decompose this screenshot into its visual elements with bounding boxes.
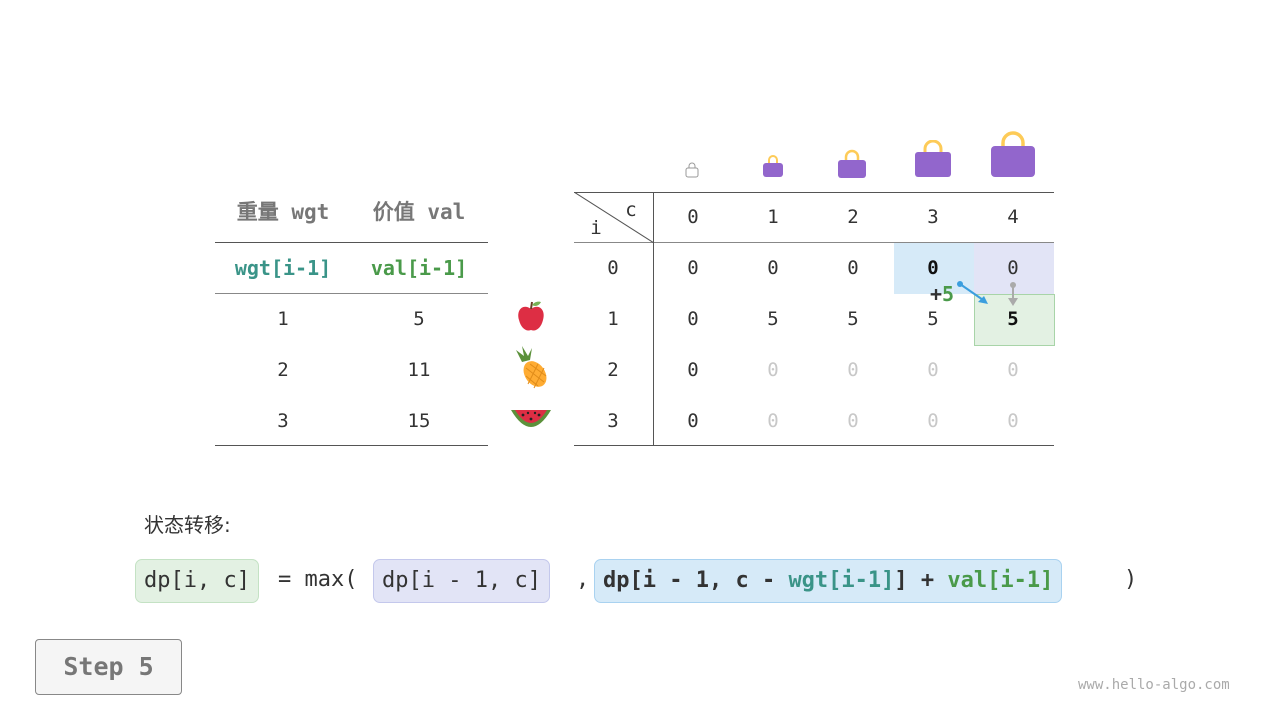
step-button[interactable]: Step 5 bbox=[35, 639, 182, 695]
transition-arrows bbox=[957, 281, 1018, 306]
dp-cell: 0 bbox=[767, 359, 779, 381]
dp-cell: 5 bbox=[767, 308, 779, 330]
row-label: 3 bbox=[607, 410, 619, 432]
dp-cell: 0 bbox=[687, 410, 699, 432]
item-wgt: 3 bbox=[277, 410, 289, 432]
watermark: www.hello-algo.com bbox=[1078, 677, 1230, 693]
row-label: 1 bbox=[607, 308, 619, 330]
column-header: 3 bbox=[927, 206, 939, 228]
dp-cell: 0 bbox=[1007, 257, 1019, 279]
column-header: 1 bbox=[767, 206, 779, 228]
dp-cell: 0 bbox=[687, 257, 699, 279]
dp-cell: 5 bbox=[1007, 308, 1019, 330]
item-wgt: 1 bbox=[277, 308, 289, 330]
dp-cell: 0 bbox=[847, 410, 859, 432]
formula-term-a: dp[i - 1, c] bbox=[373, 559, 550, 603]
apple-icon bbox=[518, 301, 544, 331]
item-val: 5 bbox=[413, 308, 425, 330]
formula-label: 状态转移: bbox=[144, 513, 231, 537]
dp-cell: 0 bbox=[1007, 410, 1019, 432]
dp-cell: 0 bbox=[1007, 359, 1019, 381]
pineapple-icon bbox=[516, 346, 547, 389]
bag-icon bbox=[991, 131, 1035, 177]
column-header: 2 bbox=[847, 206, 859, 228]
formula-lhs: dp[i, c] bbox=[135, 559, 259, 603]
dp-cell: 0 bbox=[927, 359, 939, 381]
column-header: 0 bbox=[687, 206, 699, 228]
dp-cell: 0 bbox=[687, 308, 699, 330]
bag-icon bbox=[685, 162, 699, 178]
formula-close: ) bbox=[1124, 567, 1138, 592]
subheader-val: val[i-1] bbox=[370, 256, 468, 280]
formula-comma: , bbox=[576, 567, 590, 592]
item-val: 11 bbox=[407, 359, 431, 381]
corner-c-label: c bbox=[625, 199, 637, 221]
dp-cell: 5 bbox=[847, 308, 859, 330]
bag-icon bbox=[915, 140, 951, 177]
dp-cell: 0 bbox=[767, 410, 779, 432]
value-annotation: +5 bbox=[929, 282, 955, 306]
watermelon-icon bbox=[511, 410, 551, 427]
current-cell-1-4 bbox=[974, 294, 1055, 346]
bag-icon bbox=[763, 155, 783, 177]
subheader-wgt: wgt[i-1] bbox=[234, 256, 332, 280]
dp-cell: 0 bbox=[927, 257, 939, 279]
dp-cell: 0 bbox=[767, 257, 779, 279]
corner-i-label: i bbox=[590, 217, 602, 239]
dp-cell: 0 bbox=[847, 257, 859, 279]
bag-icon bbox=[838, 149, 866, 178]
dp-cell: 0 bbox=[847, 359, 859, 381]
dp-cell: 5 bbox=[927, 308, 939, 330]
header-value: 价值 val bbox=[372, 200, 466, 224]
row-label: 0 bbox=[607, 257, 619, 279]
item-val: 15 bbox=[407, 410, 431, 432]
dp-cell: 0 bbox=[927, 410, 939, 432]
row-label: 2 bbox=[607, 359, 619, 381]
item-wgt: 2 bbox=[277, 359, 289, 381]
formula-max: = max( bbox=[278, 567, 358, 592]
header-weight: 重量 wgt bbox=[236, 200, 330, 224]
dp-cell: 0 bbox=[687, 359, 699, 381]
column-header: 4 bbox=[1007, 206, 1019, 228]
formula-term-b: dp[i - 1, c - wgt[i-1]] + val[i-1] bbox=[594, 559, 1063, 603]
